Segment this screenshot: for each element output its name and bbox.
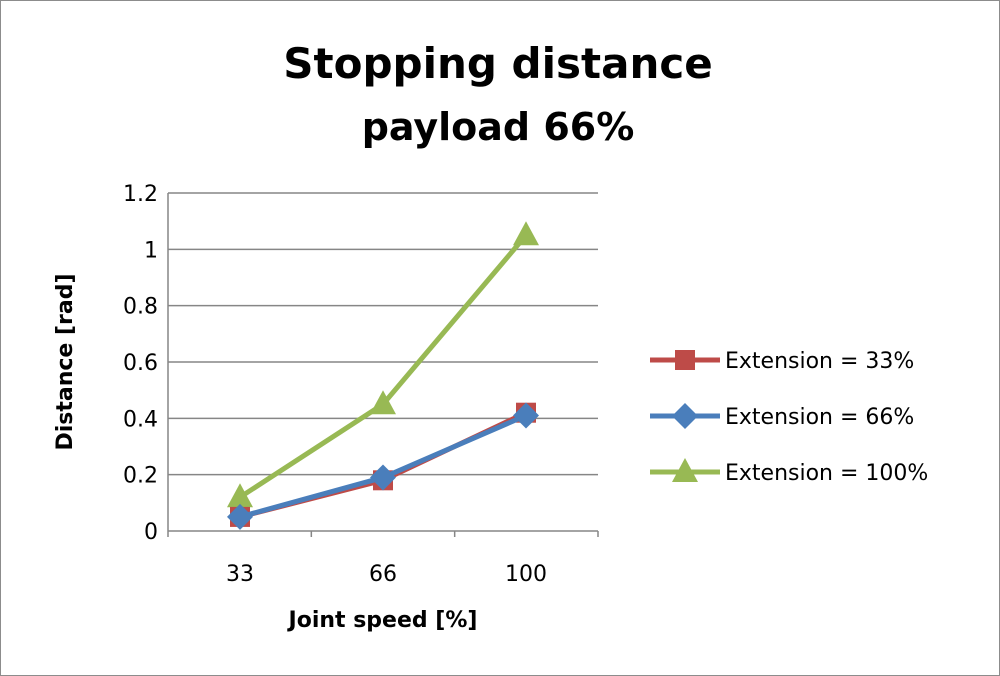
data-point-diamond-marker bbox=[227, 503, 253, 530]
y-tick-label: 0 bbox=[144, 520, 158, 545]
x-tick-label: 66 bbox=[369, 562, 397, 587]
x-axis-label: Joint speed [%] bbox=[287, 608, 478, 633]
data-point-triangle-marker bbox=[513, 221, 539, 246]
legend-label: Extension = 100% bbox=[725, 461, 928, 486]
legend-label: Extension = 33% bbox=[725, 349, 914, 374]
data-point-triangle-marker bbox=[370, 390, 396, 415]
y-tick-label: 0.2 bbox=[123, 464, 158, 489]
legend-label: Extension = 66% bbox=[725, 405, 914, 430]
y-tick-label: 1 bbox=[144, 238, 158, 263]
data-point-diamond-marker bbox=[370, 464, 396, 491]
data-point-triangle-marker bbox=[672, 458, 698, 482]
chart-title: Stopping distance bbox=[283, 39, 712, 88]
data-point-diamond-marker bbox=[513, 402, 539, 429]
data-point-triangle-marker bbox=[227, 483, 253, 508]
y-tick-label: 0.6 bbox=[123, 351, 158, 376]
y-tick-label: 1.2 bbox=[123, 182, 158, 207]
data-point-diamond-marker bbox=[672, 403, 698, 429]
y-tick-label: 0.4 bbox=[123, 407, 158, 432]
y-axis-label: Distance [rad] bbox=[53, 273, 78, 450]
y-tick-label: 0.8 bbox=[123, 295, 158, 320]
x-tick-label: 33 bbox=[226, 562, 254, 587]
chart-subtitle: payload 66% bbox=[362, 105, 635, 149]
data-point-square-marker bbox=[675, 350, 695, 370]
x-tick-label: 100 bbox=[505, 562, 547, 587]
series-line bbox=[238, 233, 528, 500]
